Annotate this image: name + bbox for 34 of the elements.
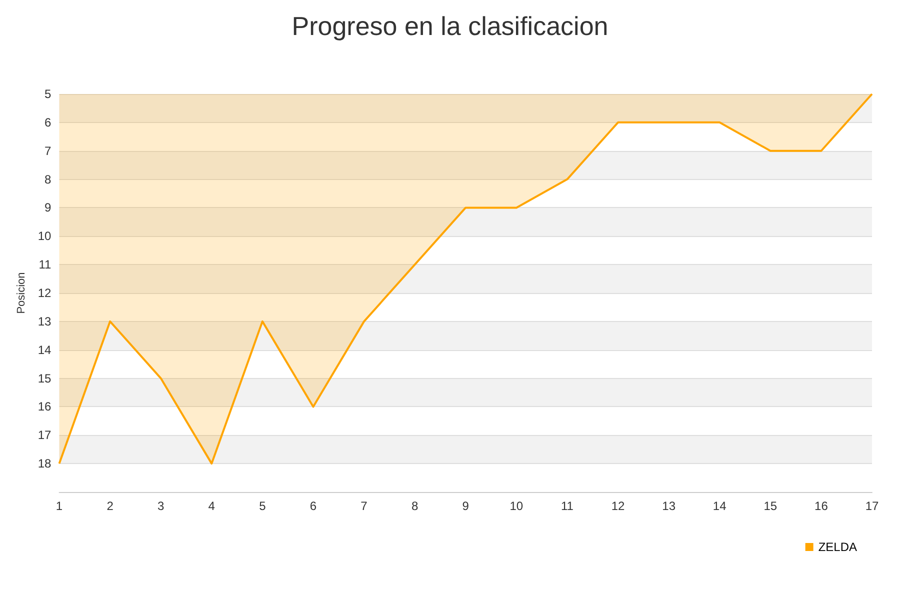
- x-tick-label: 4: [208, 499, 216, 513]
- y-tick-label: 13: [38, 314, 52, 328]
- y-axis-title: Posicion: [16, 272, 28, 314]
- x-tick-label: 12: [611, 499, 626, 513]
- x-tick-label: 11: [560, 499, 574, 513]
- x-tick-label: 7: [360, 499, 368, 513]
- y-tick-label: 14: [38, 342, 52, 357]
- x-tick-label: 15: [764, 499, 778, 513]
- y-tick-label: 15: [38, 371, 52, 386]
- x-tick-label: 14: [712, 499, 727, 513]
- x-tick-label: 10: [510, 499, 524, 513]
- x-tick-label: 9: [462, 499, 470, 513]
- y-tick-label: 10: [38, 229, 52, 244]
- y-tick-label: 5: [44, 87, 52, 101]
- y-tick-label: 6: [44, 115, 52, 130]
- x-tick-label: 8: [411, 499, 418, 513]
- y-tick-label: 11: [38, 258, 52, 272]
- x-tick-label: 2: [106, 499, 114, 513]
- y-tick-label: 8: [44, 172, 52, 186]
- y-tick-label: 17: [38, 428, 52, 442]
- legend-label: ZELDA: [818, 540, 858, 554]
- x-tick-label: 16: [814, 499, 828, 513]
- y-tick-label: 7: [44, 144, 52, 158]
- x-tick-label: 5: [259, 499, 266, 513]
- chart-title: Progreso en la clasificacion: [292, 11, 608, 41]
- x-tick-label: 17: [865, 499, 879, 513]
- x-tick-label: 1: [56, 499, 63, 513]
- y-tick-label: 16: [38, 400, 52, 414]
- x-tick-label: 13: [662, 499, 676, 513]
- y-tick-label: 9: [44, 200, 52, 215]
- y-tick-label: 12: [38, 286, 52, 300]
- x-tick-label: 6: [310, 499, 317, 513]
- y-tick-label: 18: [38, 456, 52, 471]
- x-tick-label: 3: [158, 499, 164, 513]
